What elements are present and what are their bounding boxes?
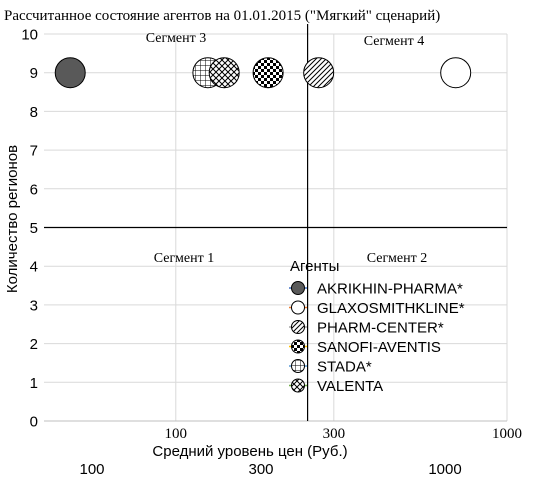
x-axis-label: Средний уровень цен (Руб.): [152, 443, 347, 460]
data-point-pharm-center: [303, 57, 335, 89]
legend-item: GLAXOSMITHKLINE*: [289, 300, 465, 317]
y-tick-label: 10: [21, 27, 38, 44]
data-points: [54, 57, 472, 89]
y-tick-label: 1: [30, 375, 38, 392]
legend-item: STADA*: [289, 359, 372, 376]
y-tick-labels: 0 1 2 3 4 5 6 7 8 9 10: [21, 27, 38, 431]
legend-item: VALENTA: [289, 378, 383, 395]
data-point-sanofi-aventis: [252, 57, 284, 89]
legend-title: Агенты: [290, 258, 339, 275]
segment-label: Сегмент 1: [154, 251, 214, 266]
y-tick-label: 5: [30, 220, 38, 237]
data-point-akrikhin-pharma: [54, 57, 86, 89]
data-point-valenta: [208, 57, 240, 89]
legend-item: PHARM-CENTER*: [289, 320, 444, 337]
y-tick-label: 0: [30, 414, 38, 431]
legend-marker: [291, 359, 305, 373]
secondary-x-tick-label: 1000: [428, 461, 461, 477]
segment-labels: Сегмент 1 Сегмент 2 Сегмент 3 Сегмент 4: [146, 31, 427, 266]
y-tick-label: 7: [30, 143, 38, 160]
y-tick-label: 2: [30, 336, 38, 353]
legend: Агенты AKRIKHIN-PHARMA* GLAXOSMITHKLINE* P…: [289, 258, 465, 395]
y-tick-label: 4: [30, 259, 38, 276]
y-tick-label: 6: [30, 181, 38, 198]
y-axis-label: Количество регионов: [4, 145, 21, 293]
legend-label: STADA*: [317, 359, 372, 376]
segment-dividers: [44, 24, 507, 421]
legend-items: AKRIKHIN-PHARMA* GLAXOSMITHKLINE* PHARM-CE…: [289, 281, 465, 395]
secondary-x-tick-labels: 100 300 1000: [79, 461, 461, 477]
legend-label: PHARM-CENTER*: [317, 320, 444, 337]
segment-label: Сегмент 3: [146, 31, 206, 46]
legend-label: SANOFI-AVENTIS: [317, 339, 441, 356]
x-tick-label: 1000: [492, 426, 522, 442]
segment-label: Сегмент 4: [364, 34, 424, 49]
legend-marker: [291, 281, 305, 295]
legend-label: GLAXOSMITHKLINE*: [317, 300, 465, 317]
y-tick-label: 8: [30, 104, 38, 121]
secondary-x-tick-label: 300: [248, 461, 273, 477]
y-tick-label: 3: [30, 297, 38, 314]
legend-label: VALENTA: [317, 378, 383, 395]
legend-item: SANOFI-AVENTIS: [289, 339, 441, 356]
legend-marker: [291, 300, 305, 315]
x-tick-labels: 100 300 1000: [165, 426, 522, 442]
x-tick-label: 100: [165, 426, 188, 442]
legend-label: AKRIKHIN-PHARMA*: [317, 281, 463, 298]
legend-marker: [291, 320, 305, 334]
chart-title: Рассчитанное состояние агентов на 01.01.…: [4, 8, 440, 24]
y-tick-label: 9: [30, 65, 38, 82]
segment-label: Сегмент 2: [367, 251, 427, 266]
data-point-glaxosmithkline: [440, 57, 472, 89]
legend-marker: [291, 339, 305, 354]
legend-marker: [291, 378, 305, 393]
x-tick-label: 300: [323, 426, 346, 442]
legend-item: AKRIKHIN-PHARMA*: [289, 281, 463, 298]
secondary-x-tick-label: 100: [79, 461, 104, 477]
